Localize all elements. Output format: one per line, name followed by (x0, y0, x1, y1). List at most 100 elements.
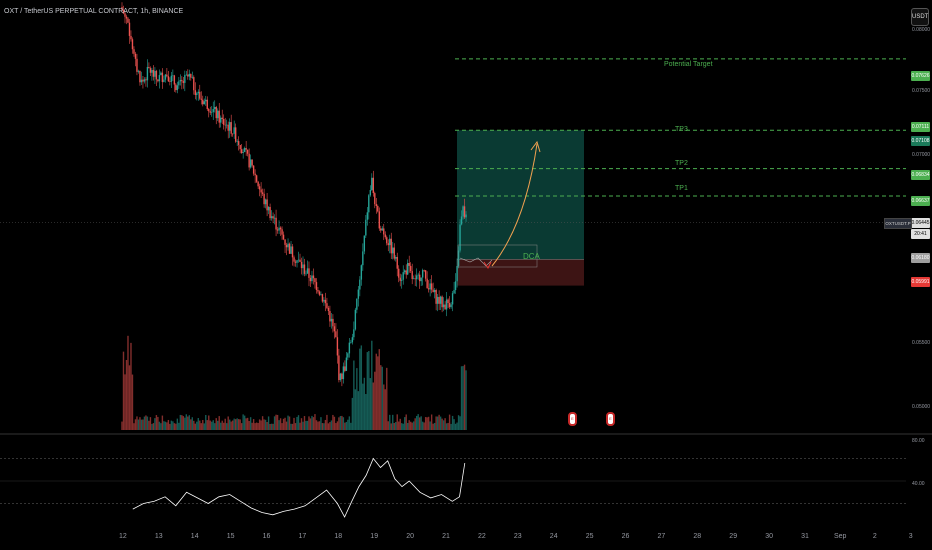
volume-bar (430, 414, 433, 430)
volume-bar (237, 419, 240, 430)
candle-body (148, 66, 150, 69)
volume-bar (405, 414, 407, 430)
candle-body (294, 261, 297, 263)
volume-bar (414, 418, 416, 430)
candle-body (196, 93, 198, 95)
candle-body (128, 22, 131, 36)
volume-bar (427, 416, 430, 430)
candle-body (240, 149, 243, 153)
rsi-line (132, 457, 466, 518)
candle-body (408, 262, 410, 266)
candle-body (233, 127, 235, 134)
volume-bar (442, 420, 445, 430)
candle-body (194, 90, 196, 95)
volume-bar (395, 422, 397, 430)
candle-body (409, 265, 412, 272)
volume-bar (353, 360, 355, 430)
candle-body (131, 39, 134, 50)
x-tick-label: 28 (693, 533, 702, 540)
candle-body (389, 238, 391, 246)
candle-body (354, 309, 357, 330)
price-tag-tp1: 0.06637 (911, 196, 930, 206)
candle-body (401, 279, 403, 281)
candle-body (122, 9, 125, 14)
volume-bar (324, 419, 327, 430)
candle-body (423, 270, 425, 271)
candle-body (205, 99, 207, 102)
candle-body (465, 214, 467, 218)
candle-body (353, 329, 355, 338)
volume-bar (330, 420, 333, 430)
volume-bar (226, 423, 228, 430)
volume-bar (178, 422, 180, 430)
target-arrow (491, 143, 538, 267)
candle-body (415, 275, 418, 280)
volume-bar (169, 423, 171, 430)
candle-body (269, 206, 271, 219)
candle-body (214, 107, 216, 110)
candle-body (229, 122, 231, 131)
x-tick-label: 22 (478, 533, 486, 540)
currency-button[interactable]: USDT (911, 8, 929, 26)
volume-bar (145, 415, 147, 430)
volume-bar (179, 414, 182, 430)
volume-bar (345, 421, 348, 430)
x-tick-label: 19 (370, 533, 379, 540)
candle-body (179, 79, 182, 82)
potential-target-label: Potential Target (664, 61, 713, 68)
volume-bar (393, 422, 395, 430)
candle-body (158, 75, 161, 82)
volume-bar (402, 423, 404, 430)
volume-bar (287, 415, 289, 430)
target-zone (457, 130, 584, 260)
stop-zone (457, 259, 584, 286)
volume-bar (130, 342, 132, 430)
candle-body (317, 290, 319, 292)
candle-body (199, 91, 201, 99)
candle-body (430, 283, 433, 290)
candle-body (312, 275, 315, 279)
volume-bar (392, 414, 394, 430)
candle-body (399, 277, 401, 281)
candle-body (237, 141, 240, 145)
volume-bar (263, 419, 265, 430)
volume-bar (306, 420, 309, 430)
candle-body (309, 277, 312, 282)
candle-body (341, 373, 343, 380)
volume-bar (245, 418, 247, 430)
candle-body (255, 175, 258, 182)
volume-bar (384, 389, 386, 430)
arrow-head-icon (530, 140, 541, 153)
event-marker-icon[interactable]: E (568, 412, 577, 426)
candle-body (384, 234, 386, 238)
candle-body (362, 251, 364, 266)
candle-body (184, 75, 186, 83)
event-marker-icon[interactable]: E (606, 412, 615, 426)
volume-bar (157, 416, 159, 430)
candle-body (164, 74, 167, 80)
volume-bar (257, 422, 259, 430)
price-axis-label: 0.07000 (912, 152, 931, 158)
candle-body (187, 74, 189, 77)
x-tick-label: 14 (190, 533, 199, 540)
candle-body (462, 206, 464, 217)
volume-bar (348, 416, 351, 430)
price-axis-label: 0.07500 (912, 88, 931, 94)
x-tick-label: 16 (262, 533, 271, 540)
candle-body (146, 66, 149, 81)
candle-body (230, 122, 232, 134)
volume-bar (187, 416, 189, 430)
price-tag-stop: 0.05991 (911, 277, 930, 287)
volume-bar (444, 418, 446, 430)
volume-bar (249, 417, 252, 430)
candle-body (411, 271, 413, 280)
volume-bar (251, 422, 253, 430)
projection-path (459, 257, 493, 267)
candle-body (407, 262, 409, 275)
volume-bar (252, 419, 255, 430)
candle-body (336, 337, 339, 356)
volume-bar (297, 415, 300, 430)
candle-body (270, 216, 273, 219)
volume-bar (199, 420, 201, 430)
